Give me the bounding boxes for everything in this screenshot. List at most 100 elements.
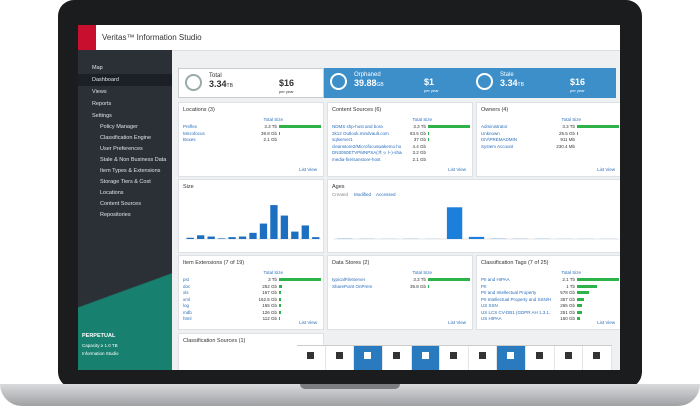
toolbar-button[interactable] (497, 346, 527, 370)
row-name[interactable]: doc (183, 283, 191, 289)
row-name[interactable]: PII and HIPAA (481, 277, 510, 282)
row-name[interactable]: log (183, 303, 190, 308)
sort-select[interactable]: Total Size (263, 270, 283, 275)
bar (280, 215, 289, 239)
row-name[interactable]: PII Intellectual Property and SSN/HP (481, 296, 551, 302)
row-name[interactable]: cleanstore2/Microfocuswakemo.ho (332, 143, 402, 149)
chart (185, 205, 321, 240)
row-name[interactable]: NDMS shp-host and bora (332, 124, 383, 129)
row-name[interactable]: System Account (481, 143, 514, 149)
submenu-item[interactable]: Stale & Non Business Data (100, 157, 167, 163)
sort-select[interactable]: Total Size (412, 117, 432, 122)
menu-item[interactable]: Settings (92, 113, 112, 119)
row-name[interactable]: 2k12 Outlook.mindvault.com (332, 130, 389, 136)
top-bar: Veritas™ Information Studio (78, 25, 620, 51)
list-view-link[interactable]: List View (299, 167, 317, 172)
row-name[interactable]: US LCS CV-DB1 (GDPR AH 1.3.1.1) (481, 309, 551, 315)
list-row: Microfocus 39.8 Gb (183, 131, 323, 137)
list-view-link[interactable]: List View (597, 167, 615, 172)
content: Total 3.34TB $16 per year Orphaned 39.88GB $1 p… (172, 50, 620, 370)
row-name[interactable]: ISV\PREMADMIN (481, 137, 518, 142)
toolbar-button[interactable] (383, 346, 412, 370)
list-view-link[interactable]: List View (448, 167, 466, 172)
toolbar-button[interactable] (583, 346, 613, 370)
menu-item[interactable]: Map (92, 65, 103, 71)
bar (197, 235, 205, 239)
row-bar (428, 278, 470, 281)
summary-card[interactable]: Total 3.34TB $16 per year (178, 68, 324, 98)
row-name[interactable]: Administrator (481, 124, 508, 129)
row-name[interactable]: typicalFileServer (332, 277, 366, 282)
list-row: System Account 230.4 Mb (481, 144, 620, 150)
sort-select[interactable]: Total Size (561, 117, 581, 122)
unit: TB (517, 82, 524, 88)
menu-item[interactable]: Reports (92, 101, 112, 107)
submenu-item[interactable]: Locations (100, 190, 124, 196)
row-name[interactable]: mdb (183, 309, 192, 315)
row-name[interactable]: xml (183, 296, 190, 302)
summary-card[interactable]: Orphaned 39.88GB $1 per year (324, 68, 470, 98)
license-capacity: Capacity ≥ 1.0 TB (82, 343, 118, 348)
sort-select[interactable]: Total Size (263, 117, 283, 122)
panel-title: Item Extensions (7 of 19) (183, 260, 245, 266)
row-value: 83.5 Gb (409, 130, 426, 136)
submenu-item[interactable]: Storage Tiers & Cost (100, 179, 151, 185)
toolbar-button[interactable] (440, 346, 469, 370)
row-name[interactable]: Boxes (183, 137, 196, 142)
submenu-item[interactable]: Classification Engine (100, 135, 152, 141)
sort-select[interactable]: Total Size (561, 270, 581, 275)
row-bar (279, 310, 281, 314)
list-view-link[interactable]: List View (597, 320, 615, 325)
row-name[interactable]: Unknown (481, 130, 500, 136)
toolbar-button[interactable] (326, 346, 355, 370)
list-row: Administrator 3.3 Tb (481, 124, 620, 130)
tab[interactable]: Modified (354, 192, 372, 197)
row-name[interactable]: DN3050ETVPMNPSA(ネット)-share.fu (332, 150, 402, 155)
row-value: 230.4 Mb (556, 143, 575, 149)
card-cost: $16 (570, 77, 586, 87)
submenu-item[interactable]: Item Types & Extensions (100, 168, 161, 174)
card-value: 3.34TB (500, 78, 524, 88)
list-view-link[interactable]: List View (299, 320, 317, 325)
submenu-item[interactable]: User Preferences (100, 146, 143, 152)
submenu-item[interactable]: Content Sources (100, 201, 141, 207)
bar (301, 225, 309, 239)
row-name[interactable]: PII (481, 283, 487, 289)
list-panel: Content Sources (6) Total Size List View ND… (327, 102, 473, 177)
row-name[interactable]: sqlserver1 (332, 137, 353, 142)
row-value: 150 Gb (560, 316, 575, 321)
toolbar-button[interactable] (526, 346, 555, 370)
row-name[interactable]: US SSN (481, 303, 498, 308)
toolbar-button[interactable] (354, 346, 383, 370)
toolbar-button[interactable] (555, 346, 584, 370)
row-name[interactable]: media-fire/sanstore-host (332, 156, 381, 162)
sort-select[interactable]: Total Size (412, 270, 432, 275)
row-name[interactable]: SharePoint OnPrem (332, 283, 373, 289)
row-name[interactable]: Microfocus (183, 130, 205, 136)
toolbar-button[interactable] (469, 346, 498, 370)
list-view-link[interactable]: List View (448, 320, 466, 325)
laptop-notch (300, 384, 400, 389)
row-name[interactable]: pst (183, 277, 190, 282)
card-cost: $16 (279, 78, 295, 88)
list-panel: Item Extensions (7 of 19) Total Size List … (178, 255, 324, 330)
submenu-item[interactable]: Policy Manager (100, 124, 138, 130)
submenu-item[interactable]: Repositories (100, 212, 131, 218)
summary-card[interactable]: Stale 3.34TB $16 per year (470, 68, 616, 98)
row-bar (279, 278, 321, 281)
tab[interactable]: Accessed (376, 192, 396, 197)
tab[interactable]: Created (332, 192, 349, 197)
list-row: SharePoint OnPrem 39.8 Gb (332, 284, 472, 290)
row-name[interactable]: Preflex (183, 124, 198, 129)
row-name[interactable]: xls (183, 290, 189, 295)
row-name[interactable]: US HIPAA (481, 316, 502, 321)
row-name[interactable]: PII and Intellectual Property (481, 290, 537, 295)
menu-item[interactable]: Views (92, 89, 107, 95)
row-name[interactable]: html (183, 316, 192, 321)
menu-item[interactable]: Dashboard (78, 74, 172, 86)
toolbar-button[interactable] (411, 346, 441, 370)
row-value: 251 Gb (560, 309, 575, 315)
toolbar-button[interactable] (297, 346, 326, 370)
row-value: 4.4 Gb (412, 143, 426, 149)
